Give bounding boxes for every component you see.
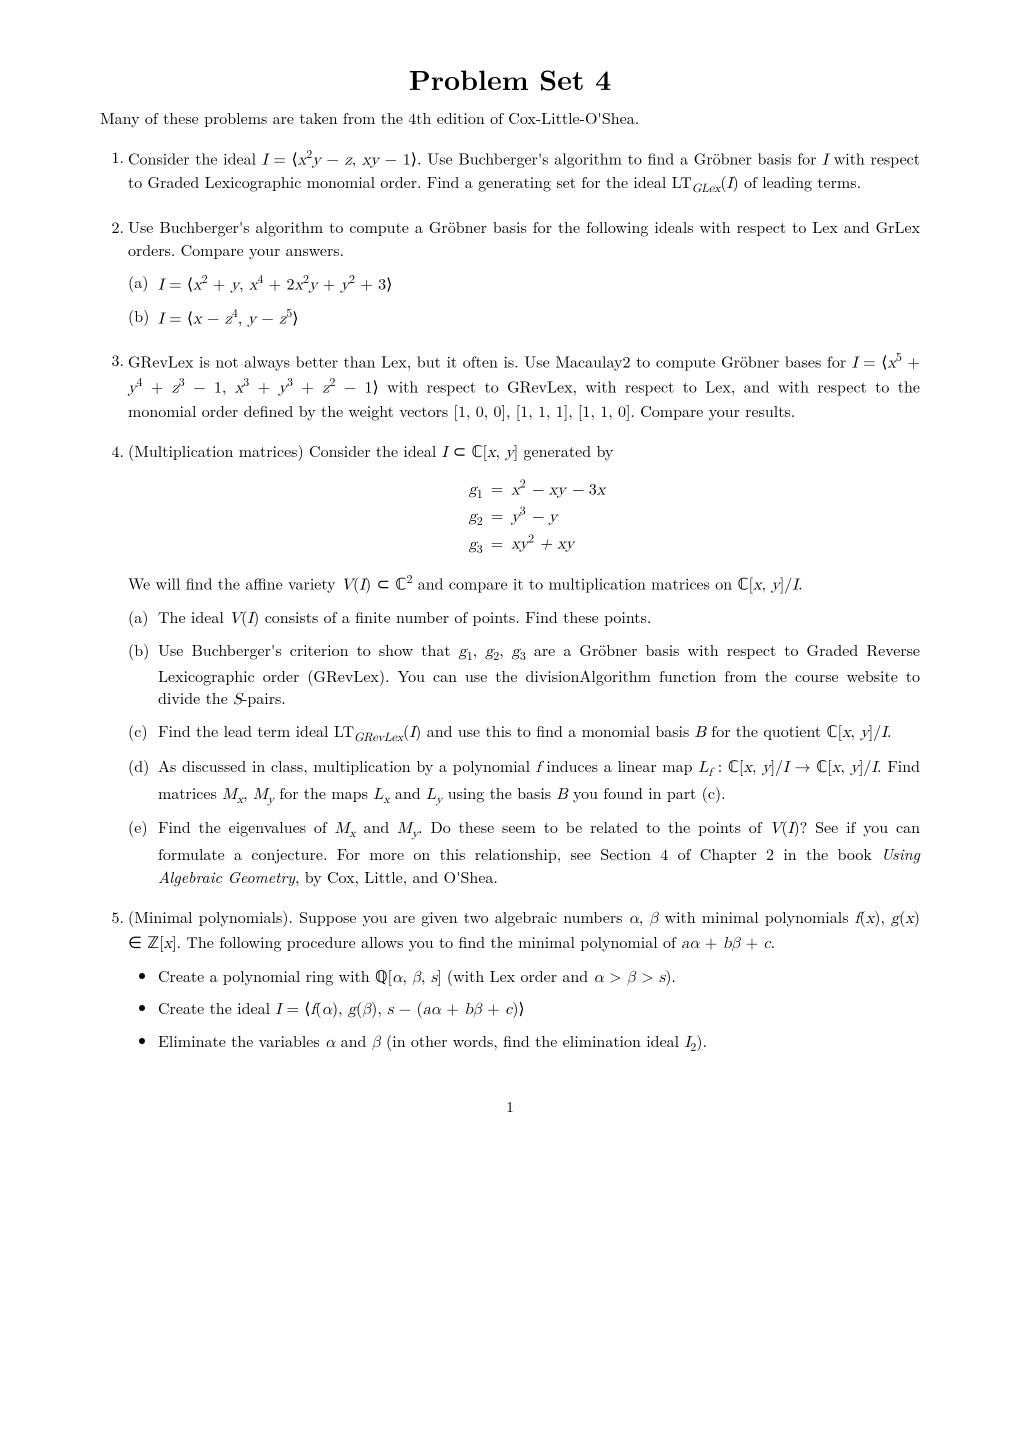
page-title: Problem Set 4 [100,60,920,99]
problem-number: 1. [100,146,124,168]
problem-5-bullets: Create a polynomial ring with ℚ[α, β, s]… [128,965,920,1056]
subpart-label: (a) [128,271,154,293]
intro-text: Many of these problems are taken from th… [100,107,920,129]
problem-5: 5. (Minimal polynomials). Suppose you ar… [128,906,920,1056]
page-number: 1 [100,1096,920,1117]
problem-number: 3. [100,349,124,371]
subpart-label: (e) [128,816,154,838]
equation-block: g1= x2 − xy − 3x g2= y3 − y g3= xy2 + xy [128,477,920,559]
problem-4a: (a) The ideal V(I) consists of a finite … [158,606,920,630]
problem-number: 4. [100,440,124,462]
problem-number: 5. [100,906,124,928]
problem-4c: (c) Find the lead term ideal LTGRevLex(I… [158,720,920,747]
problem-4b: (b) Use Buchberger's criterion to show t… [158,639,920,712]
subpart-label: (b) [128,305,154,327]
subpart-label: (a) [128,606,154,628]
problem-4: 4. (Multiplication matrices) Consider th… [128,440,920,888]
problem-list: 1. Consider the ideal I = ⟨x2y − z, xy −… [100,146,920,1056]
bullet-item: Create a polynomial ring with ℚ[α, β, s]… [158,965,920,989]
subpart-label: (d) [128,755,154,777]
problem-2-subparts: (a) I = ⟨x2 + y, x4 + 2x2y + y2 + 3⟩ (b)… [128,271,920,330]
subpart-label: (b) [128,639,154,661]
bullet-item: Eliminate the variables α and β (in othe… [158,1030,920,1056]
problem-3: 3. GRevLex is not always better than Lex… [128,349,920,423]
problem-4-subparts: (a) The ideal V(I) consists of a finite … [128,606,920,888]
problem-1: 1. Consider the ideal I = ⟨x2y − z, xy −… [128,146,920,199]
problem-number: 2. [100,216,124,238]
problem-2: 2. Use Buchberger's algorithm to compute… [128,216,920,330]
problem-2a: (a) I = ⟨x2 + y, x4 + 2x2y + y2 + 3⟩ [158,271,920,297]
problem-4e: (e) Find the eigenvalues of Mx and My. D… [158,816,920,888]
problem-4d: (d) As discussed in class, multiplicatio… [158,755,920,809]
problem-2-intro: Use Buchberger's algorithm to compute a … [128,215,920,260]
problem-2b: (b) I = ⟨x − z4, y − z5⟩ [158,305,920,331]
bullet-item: Create the ideal I = ⟨f(α), g(β), s − (a… [158,997,920,1021]
subpart-label: (c) [128,720,154,742]
